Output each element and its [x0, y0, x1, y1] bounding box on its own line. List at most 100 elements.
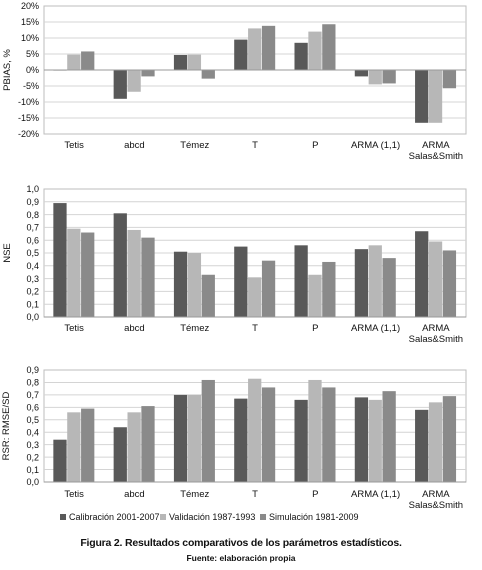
bar: [141, 237, 155, 317]
bar: [382, 70, 396, 84]
bar: [261, 260, 276, 317]
legend-swatch: [60, 514, 66, 520]
bar: [368, 399, 382, 482]
y-axis-label: NSE: [2, 243, 13, 263]
x-tick-label: ARMA (1,1): [351, 489, 400, 500]
bar: [187, 253, 202, 317]
x-tick-label: abcd: [124, 489, 145, 500]
bar: [67, 228, 81, 317]
y-tick-label: 15%: [21, 17, 39, 27]
x-tick-label: Tetis: [64, 323, 84, 334]
bar: [442, 396, 457, 482]
bar: [113, 70, 127, 99]
bar: [294, 245, 308, 317]
x-tick-label: ARMA Salas&Smith: [409, 140, 463, 162]
x-tick-label: Témez: [180, 323, 209, 334]
x-tick-label: Témez: [180, 489, 209, 500]
y-tick-label: 0,4: [26, 261, 39, 271]
bar: [294, 399, 308, 482]
y-tick-label: -15%: [18, 113, 39, 123]
bar: [141, 70, 155, 77]
bar: [428, 241, 443, 317]
x-tick-label: P: [312, 489, 318, 500]
figure-source: Fuente: elaboración propia: [186, 553, 296, 563]
chart-2: 0,0 0,1 0,2 0,3 0,4 0,5 0,6 0,7 0,8 0,9 1,0 NSE Teti…: [2, 184, 467, 345]
bar: [322, 24, 336, 71]
bar: [113, 213, 127, 317]
x-tick-label: abcd: [124, 323, 145, 334]
bar: [368, 70, 382, 85]
x-tick-label: P: [312, 323, 318, 334]
y-tick-label: -10%: [18, 97, 39, 107]
y-tick-label: 0,8: [26, 210, 39, 220]
y-tick-label: 0,5: [26, 248, 39, 258]
bar: [261, 25, 276, 70]
x-tick-label: P: [312, 140, 318, 151]
bar: [322, 387, 336, 482]
y-tick-label: 0,4: [26, 427, 39, 437]
x-tick-label: ARMA Salas&Smith: [409, 323, 463, 345]
bar: [173, 394, 188, 482]
bar: [368, 245, 382, 317]
y-tick-label: 0,5: [26, 415, 39, 425]
bar: [201, 274, 215, 317]
x-tick-label: T: [252, 323, 258, 334]
bar: [382, 391, 396, 482]
bar: [53, 439, 67, 482]
y-tick-label: 5%: [26, 49, 39, 59]
x-tick-label: Tetis: [64, 489, 84, 500]
y-tick-label: 0,1: [26, 465, 39, 475]
y-tick-label: 10%: [21, 33, 39, 43]
x-tick-label: abcd: [124, 140, 145, 151]
y-tick-label: -20%: [18, 129, 39, 139]
y-tick-label: 0,8: [26, 378, 39, 388]
y-axis-label: PBIAS, %: [2, 49, 13, 91]
bar: [442, 70, 457, 89]
bar: [248, 277, 262, 317]
y-tick-label: 0,9: [26, 197, 39, 207]
bar: [248, 378, 262, 482]
y-tick-label: 0,2: [26, 452, 39, 462]
y-tick-label: 0,0: [26, 477, 39, 487]
bar: [67, 412, 81, 482]
x-tick-label: ARMA (1,1): [351, 140, 400, 151]
bar: [354, 249, 369, 317]
bar: [428, 70, 443, 123]
bar: [141, 406, 155, 482]
x-tick-label: ARMA (1,1): [351, 323, 400, 334]
bar: [415, 70, 429, 123]
bar: [173, 54, 188, 70]
legend-swatch: [160, 514, 166, 520]
x-tick-label: T: [252, 140, 258, 151]
bar: [113, 427, 127, 482]
bar: [201, 379, 215, 482]
legend-label: Simulación 1981-2009: [269, 512, 359, 522]
y-tick-label: 0,0: [26, 312, 39, 322]
bar: [234, 246, 248, 317]
legend-label: Validación 1987-1993: [169, 512, 255, 522]
y-tick-label: 0%: [26, 65, 39, 75]
bar: [428, 402, 443, 482]
legend-label: Calibración 2001-2007: [69, 512, 160, 522]
bar: [415, 409, 429, 482]
bar: [67, 54, 81, 70]
chart-3: 0,0 0,1 0,2 0,3 0,4 0,5 0,6 0,7 0,8 0,9 RSR: RMSE/…: [1, 365, 467, 511]
figure-caption: Figura 2. Resultados comparativos de los…: [80, 537, 402, 549]
bar: [261, 387, 276, 482]
y-tick-label: 0,3: [26, 440, 39, 450]
bar: [294, 42, 308, 70]
bar: [127, 412, 141, 482]
x-tick-label: T: [252, 489, 258, 500]
bar: [354, 397, 369, 482]
y-tick-label: 0,3: [26, 274, 39, 284]
bar: [308, 274, 322, 317]
bar: [234, 398, 248, 482]
bar: [201, 70, 215, 79]
bar: [173, 251, 188, 317]
bar: [382, 258, 396, 317]
legend: Calibración 2001-2007 Validación 1987-199…: [60, 512, 359, 522]
y-tick-label: 1,0: [26, 184, 39, 194]
bar: [187, 54, 202, 70]
y-tick-label: 0,6: [26, 403, 39, 413]
y-tick-label: 0,9: [26, 365, 39, 375]
